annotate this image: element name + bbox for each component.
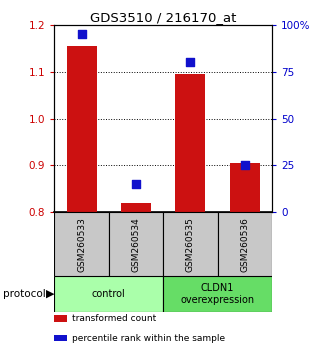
- Text: GSM260535: GSM260535: [186, 217, 195, 272]
- Text: GSM260533: GSM260533: [77, 217, 86, 272]
- Bar: [230, 163, 260, 212]
- Bar: [163, 212, 218, 276]
- Text: protocol: protocol: [3, 289, 46, 299]
- Bar: [67, 46, 97, 212]
- Bar: [121, 203, 151, 212]
- Text: ▶: ▶: [46, 289, 55, 299]
- Text: GSM260536: GSM260536: [240, 217, 249, 272]
- Text: control: control: [92, 289, 126, 299]
- Text: percentile rank within the sample: percentile rank within the sample: [72, 333, 225, 343]
- Bar: [54, 212, 109, 276]
- Text: transformed count: transformed count: [72, 314, 156, 323]
- Text: GSM260534: GSM260534: [132, 217, 140, 272]
- Text: CLDN1
overexpression: CLDN1 overexpression: [180, 283, 255, 305]
- Bar: [54, 276, 163, 312]
- Bar: [218, 212, 272, 276]
- Bar: [163, 276, 272, 312]
- Bar: [175, 74, 205, 212]
- Title: GDS3510 / 216170_at: GDS3510 / 216170_at: [90, 11, 236, 24]
- Point: [79, 31, 84, 37]
- Bar: [109, 212, 163, 276]
- Point: [133, 181, 139, 187]
- Point: [242, 162, 247, 168]
- Point: [188, 59, 193, 65]
